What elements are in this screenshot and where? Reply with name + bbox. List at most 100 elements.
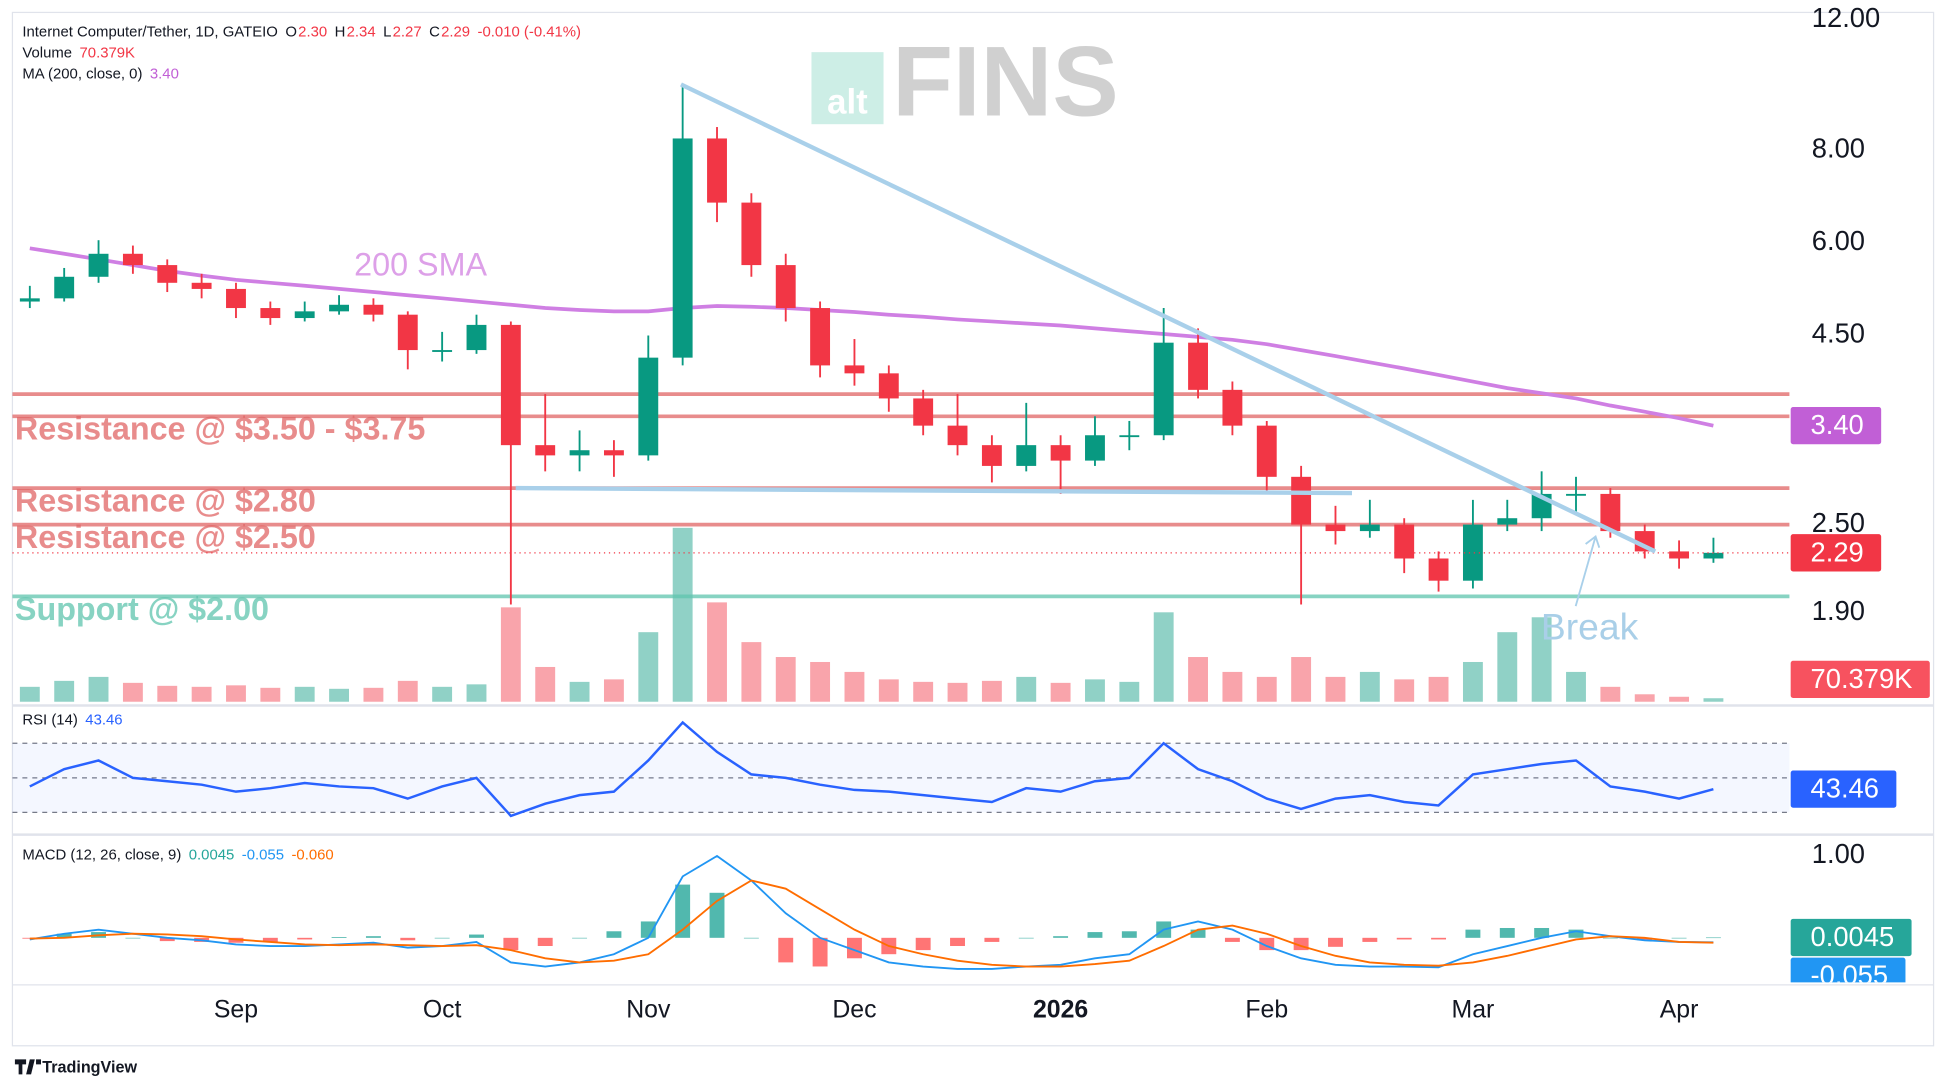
candle-body — [1428, 558, 1449, 581]
price-tag-box — [1790, 534, 1882, 572]
candle-body — [1016, 445, 1037, 466]
candle-body — [1050, 445, 1071, 461]
candle-body — [54, 276, 75, 299]
volume-bar — [1428, 676, 1449, 702]
price-tag-label: 2.29 — [1811, 536, 1864, 567]
volume-bar — [1359, 671, 1380, 702]
rsi-line — [29, 720, 1714, 818]
candle-body — [88, 253, 109, 277]
volume-bar — [1291, 657, 1312, 702]
candle-body — [947, 425, 968, 446]
price-tag-box — [1790, 918, 1912, 957]
macd-histogram-bar — [125, 937, 141, 939]
legend-row: RSI (14) 43.46 — [22, 712, 122, 728]
price-tag: -0.055 — [1790, 957, 1906, 983]
y-tick-label: 12.00 — [1812, 2, 1880, 33]
legend-row: Internet Computer/Tether, 1D, GATEIO O2.3… — [22, 24, 581, 40]
neckline — [515, 485, 1353, 496]
macd-histogram-bar — [1465, 929, 1481, 938]
level-label: Resistance @ $2.80 — [15, 483, 316, 519]
macd-histogram-bar — [950, 937, 965, 947]
candle-body — [397, 314, 418, 351]
macd-histogram-bar — [331, 937, 347, 938]
macd-histogram-bar — [1362, 937, 1378, 942]
legend-item: Volume — [22, 45, 72, 61]
volume-bar — [810, 661, 831, 702]
candle-body — [1359, 524, 1380, 532]
y-tick-label: 1.00 — [1812, 838, 1865, 869]
macd-histogram-bar — [1431, 937, 1447, 940]
legend-item: O — [285, 24, 297, 40]
x-tick-label: Apr — [1660, 997, 1699, 1024]
candle-body — [1256, 425, 1277, 477]
macd-histogram-bar — [778, 937, 794, 963]
volume-bar — [1016, 676, 1037, 702]
legend-item: H — [335, 24, 346, 40]
macd-histogram-bar — [56, 933, 72, 938]
legend-item: C — [429, 24, 440, 40]
volume-bar — [1050, 682, 1071, 702]
y-tick-label: 4.50 — [1812, 318, 1865, 349]
volume-bar — [397, 680, 418, 702]
annotation: 200 SMA — [354, 247, 487, 283]
volume-bar — [1531, 617, 1552, 702]
macd-histogram-bar — [1671, 937, 1687, 939]
price-tag-box — [1790, 957, 1906, 983]
volume-bar — [947, 682, 968, 702]
macd-histogram-bar — [675, 884, 691, 938]
x-tick-label: Nov — [626, 997, 671, 1024]
candle-body — [1085, 435, 1105, 461]
legend-item: RSI (14) — [22, 712, 77, 728]
volume-bar — [844, 671, 865, 702]
legend-item: 3.40 — [150, 66, 179, 82]
legend-item: 0.0045 — [189, 848, 235, 864]
candle-body — [329, 304, 350, 312]
watermark-box — [811, 52, 884, 125]
macd-histogram-bar — [1499, 927, 1515, 938]
annotation: Break — [1541, 606, 1639, 648]
candle-body — [1188, 342, 1208, 390]
candle-body — [1669, 551, 1690, 559]
macd-histogram-bar — [1087, 932, 1103, 938]
price-tag: 3.40 — [1790, 407, 1882, 445]
legend-row: MACD (12, 26, close, 9) 0.0045 -0.055 -0.06… — [22, 848, 333, 864]
volume-bar — [54, 680, 75, 702]
volume-bar — [260, 687, 281, 702]
trendline — [680, 82, 1657, 554]
legend-item: -0.010 (-0.41%) — [478, 24, 582, 40]
legend-row: Volume 70.379K — [22, 45, 135, 61]
legend-item: MACD (12, 26, close, 9) — [22, 848, 181, 864]
macd-histogram-bar — [1568, 929, 1584, 938]
candle-body — [294, 311, 315, 319]
volume-bar — [981, 680, 1002, 702]
volume-bar — [1325, 676, 1346, 702]
x-tick-label: Oct — [423, 997, 462, 1024]
price-tag-label: 3.40 — [1811, 409, 1864, 440]
candle-body — [157, 265, 178, 283]
volume-bar — [535, 666, 556, 702]
price-tag-box — [1790, 770, 1897, 808]
price-tag: 70.379K — [1790, 660, 1930, 699]
volume-bar — [157, 685, 178, 702]
volume-bar — [569, 681, 590, 702]
macd-histogram-bar — [400, 937, 416, 941]
macd-histogram-bar — [1534, 927, 1550, 938]
macd-histogram-bar — [1224, 937, 1240, 942]
candle-body — [260, 308, 281, 319]
watermark-name: FINS — [892, 27, 1118, 138]
volume-bar — [707, 602, 727, 702]
candle-body — [1703, 552, 1724, 559]
macd-histogram-bar — [434, 937, 450, 939]
x-tick-label: 2026 — [1033, 997, 1088, 1024]
plot-layers: 12.00 8.00 6.00 4.50 2.50 1.90 1.00 Sep Oct Nov De… — [12, 2, 1930, 1024]
macd-line — [29, 879, 1714, 968]
watermark: alt FINS — [811, 27, 1119, 138]
x-tick-label: Mar — [1452, 997, 1495, 1024]
volume-bar — [329, 688, 350, 702]
candle-body — [1394, 524, 1415, 559]
macd-histogram-bar — [297, 937, 313, 940]
macd-histogram-bar — [1396, 937, 1412, 940]
y-tick-label: 2.50 — [1812, 507, 1865, 538]
legend-item: 2.27 — [393, 24, 422, 40]
